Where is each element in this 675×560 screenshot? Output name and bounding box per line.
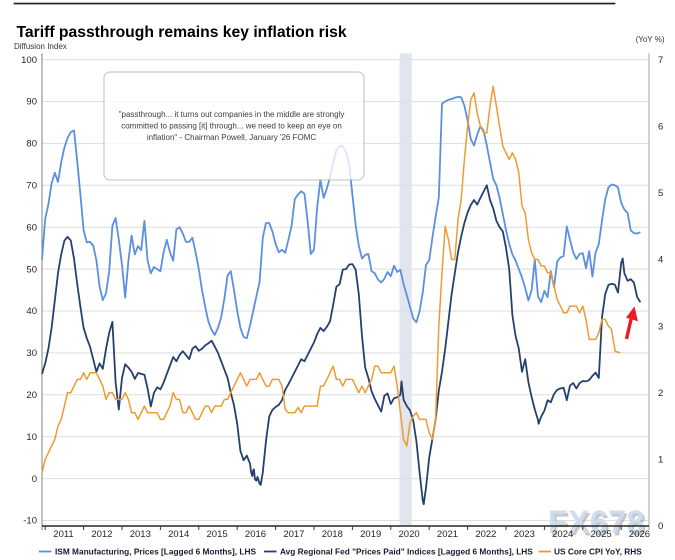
svg-text:2017: 2017 bbox=[283, 529, 304, 540]
svg-text:2025: 2025 bbox=[591, 529, 612, 540]
svg-text:10: 10 bbox=[26, 432, 37, 443]
svg-text:2024: 2024 bbox=[552, 529, 573, 540]
svg-text:5: 5 bbox=[658, 188, 663, 199]
svg-text:2016: 2016 bbox=[245, 529, 266, 540]
svg-text:committed to passing [it] thro: committed to passing [it] through... we … bbox=[121, 122, 342, 131]
svg-text:2023: 2023 bbox=[514, 529, 535, 540]
svg-text:2022: 2022 bbox=[475, 529, 496, 540]
svg-text:100: 100 bbox=[21, 55, 37, 66]
svg-text:-10: -10 bbox=[23, 516, 37, 527]
svg-text:2020: 2020 bbox=[399, 529, 420, 540]
svg-text:20: 20 bbox=[26, 390, 37, 401]
svg-text:2011: 2011 bbox=[53, 529, 73, 540]
svg-text:Tariff passthrough remains key: Tariff passthrough remains key inflation… bbox=[17, 24, 347, 41]
svg-text:Avg Regional Fed "Prices Paid": Avg Regional Fed "Prices Paid" Indices [… bbox=[280, 547, 533, 557]
svg-text:90: 90 bbox=[26, 97, 37, 108]
svg-text:2018: 2018 bbox=[322, 529, 343, 540]
svg-text:US Core CPI YoY, RHS: US Core CPI YoY, RHS bbox=[554, 547, 642, 557]
svg-text:7: 7 bbox=[658, 55, 663, 66]
svg-text:40: 40 bbox=[26, 306, 37, 317]
svg-text:2021: 2021 bbox=[437, 529, 458, 540]
svg-text:2012: 2012 bbox=[91, 529, 112, 540]
svg-text:2013: 2013 bbox=[130, 529, 151, 540]
svg-text:50: 50 bbox=[26, 264, 37, 275]
svg-text:inflation" - Chairman Powell,: inflation" - Chairman Powell, January '2… bbox=[147, 133, 317, 142]
svg-text:2015: 2015 bbox=[207, 529, 228, 540]
svg-text:FX678: FX678 bbox=[548, 504, 645, 540]
svg-text:0: 0 bbox=[658, 521, 663, 532]
svg-text:6: 6 bbox=[658, 121, 663, 132]
svg-text:2: 2 bbox=[658, 388, 663, 399]
svg-text:Diffusion Index: Diffusion Index bbox=[14, 42, 67, 51]
svg-text:0: 0 bbox=[32, 474, 37, 485]
svg-text:2019: 2019 bbox=[360, 529, 381, 540]
svg-text:70: 70 bbox=[26, 181, 37, 192]
svg-text:2026: 2026 bbox=[629, 529, 650, 540]
svg-text:(YoY %): (YoY %) bbox=[636, 35, 665, 44]
svg-text:4: 4 bbox=[658, 255, 663, 266]
svg-text:1: 1 bbox=[658, 455, 663, 466]
svg-text:2014: 2014 bbox=[168, 529, 189, 540]
svg-text:ISM Manufacturing, Prices [Lag: ISM Manufacturing, Prices [Lagged 6 Mont… bbox=[55, 547, 256, 557]
svg-text:FX678: FX678 bbox=[550, 507, 647, 543]
svg-text:3: 3 bbox=[658, 321, 663, 332]
svg-text:"passthrough... it turns out c: "passthrough... it turns out companies i… bbox=[119, 110, 345, 119]
svg-text:60: 60 bbox=[26, 222, 37, 233]
svg-text:30: 30 bbox=[26, 348, 37, 359]
svg-text:80: 80 bbox=[26, 139, 37, 150]
